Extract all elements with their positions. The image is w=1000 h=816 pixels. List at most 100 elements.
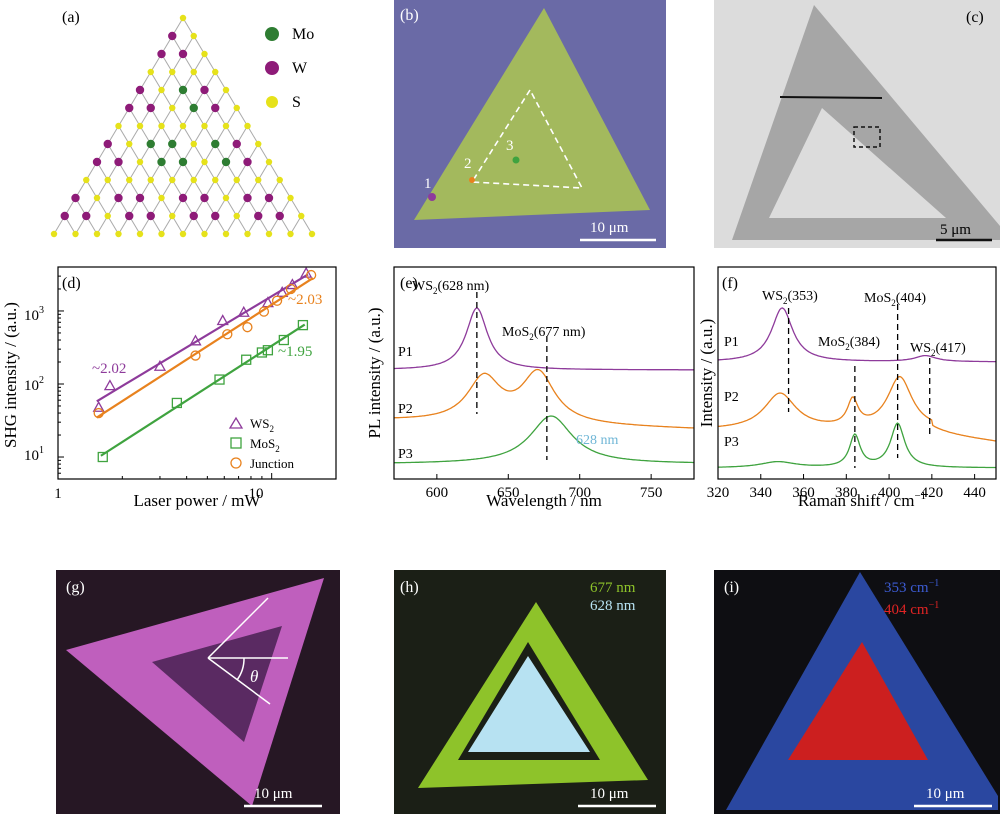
panel-h-label: (h)	[400, 579, 419, 596]
lattice-atom	[221, 157, 231, 167]
lattice-atom	[169, 104, 176, 112]
ytick-1e1: 101	[24, 445, 44, 464]
fit-line	[96, 277, 314, 419]
spectrum-trace	[393, 368, 695, 429]
data-point	[190, 350, 201, 361]
shg-plot-area	[57, 266, 337, 480]
pl-peak-ws2: WS2(628 nm)	[412, 279, 490, 296]
slope-label-mos2: ~1.95	[278, 344, 312, 360]
lattice-atom	[158, 230, 165, 238]
panel-g-label: (g)	[66, 579, 85, 596]
point-3-marker	[512, 156, 520, 164]
lattice-atom	[287, 230, 294, 238]
xtick-label: 380	[835, 485, 858, 501]
flake-triangle	[414, 8, 650, 220]
point-2-marker	[469, 177, 475, 183]
lattice-atom	[146, 211, 155, 221]
lattice-atom	[158, 122, 165, 130]
legend-w: W	[292, 60, 308, 77]
lattice-atom	[147, 176, 154, 184]
spectrum-trace	[717, 422, 996, 469]
raman-xticks: 320 340 360 380 400 420 440	[707, 474, 986, 501]
lattice-atom	[243, 157, 252, 167]
scale-label-g: 10 μm	[254, 786, 293, 802]
legend-mos2: MoS2	[250, 436, 280, 454]
xtick-label: 420	[921, 485, 944, 501]
pl-map-line1: 677 nm	[590, 580, 636, 596]
xtick-10: 10	[249, 486, 264, 502]
point-2-label: 2	[464, 156, 472, 172]
pl-xticks: 600 650 700 750	[426, 474, 663, 501]
lattice-atom	[93, 194, 101, 202]
panel-b-optical-image: 1 2 3 (b) 10 μm	[394, 0, 666, 248]
lattice-atom	[200, 193, 209, 203]
lattice-atom	[222, 194, 230, 202]
raman-peak-mos2-404: MoS2(404)	[864, 291, 926, 308]
xtick-label: 750	[640, 485, 663, 501]
xtick-label: 440	[963, 485, 986, 501]
lattice-atom	[115, 122, 122, 130]
data-point	[297, 319, 309, 331]
data-point	[153, 359, 167, 371]
lattice-atom	[103, 139, 112, 149]
lattice-atom	[211, 103, 220, 113]
shg-xlabel: Laser power / mW	[134, 491, 262, 510]
lattice-atom	[104, 176, 111, 184]
fit-line	[96, 273, 309, 403]
lattice-atom	[71, 193, 80, 203]
lattice-atom	[255, 176, 262, 184]
data-point	[285, 283, 297, 295]
lattice-atom	[200, 85, 209, 95]
lattice-atom	[190, 68, 197, 76]
panel-d-label: (d)	[62, 275, 81, 292]
slope-label-junction: ~2.03	[288, 292, 322, 308]
data-point	[216, 314, 229, 326]
pl-peak-mos2: MoS2(677 nm)	[502, 325, 586, 342]
data-point	[262, 345, 274, 356]
data-point	[271, 295, 283, 306]
legend-mo: Mo	[292, 26, 314, 43]
panel-h-pl-map: (h) 677 nm 628 nm 10 μm	[394, 570, 666, 814]
lattice-atom	[222, 86, 230, 94]
lattice-atom	[232, 139, 241, 149]
legend-s: S	[292, 94, 301, 111]
lattice-atom	[308, 230, 316, 238]
data-point	[278, 334, 289, 346]
lattice-atom	[60, 211, 69, 221]
pl-trace-p3: P3	[398, 447, 413, 462]
ytick-1e2: 102	[24, 375, 44, 394]
spectrum-trace	[394, 415, 694, 464]
lattice-atom	[168, 31, 177, 41]
lattice-atom	[136, 158, 144, 166]
panel-e-label: (e)	[400, 275, 418, 292]
lattice-atom	[190, 140, 197, 148]
theta-symbol: θ	[250, 667, 258, 686]
lattice-atom	[201, 50, 208, 58]
lattice-atom	[114, 193, 123, 203]
lattice-atom	[255, 140, 262, 148]
data-point	[92, 400, 105, 412]
lattice-atom	[115, 230, 122, 238]
xtick-label: 340	[750, 485, 773, 501]
panel-f-raman-chart: (f) Intensity / (a.u.) Raman shift / cm−…	[698, 266, 997, 510]
lattice-atom	[190, 176, 197, 184]
pl-map-line2: 628 nm	[590, 598, 636, 614]
lattice-atom	[146, 139, 155, 149]
lattice-atom	[189, 211, 198, 221]
raman-ylabel: Intensity / (a.u.)	[698, 319, 716, 428]
data-point	[242, 322, 253, 333]
lattice-atom	[233, 104, 240, 112]
panel-a-label: (a)	[62, 9, 80, 26]
raman-plot-area	[717, 304, 997, 469]
lattice-atom	[222, 230, 230, 238]
lattice-atom	[265, 230, 273, 238]
lattice-atom	[158, 86, 165, 94]
data-point	[97, 451, 108, 463]
mo-atom-icon	[265, 27, 279, 41]
raman-trace-p2: P2	[724, 390, 739, 405]
raman-trace-p3: P3	[724, 435, 739, 450]
xtick-label: 320	[707, 485, 730, 501]
lattice-atom	[104, 212, 111, 220]
lattice-legend: Mo W S	[265, 26, 314, 111]
shg-ylabel: SHG intensity / (a.u.)	[1, 302, 20, 448]
